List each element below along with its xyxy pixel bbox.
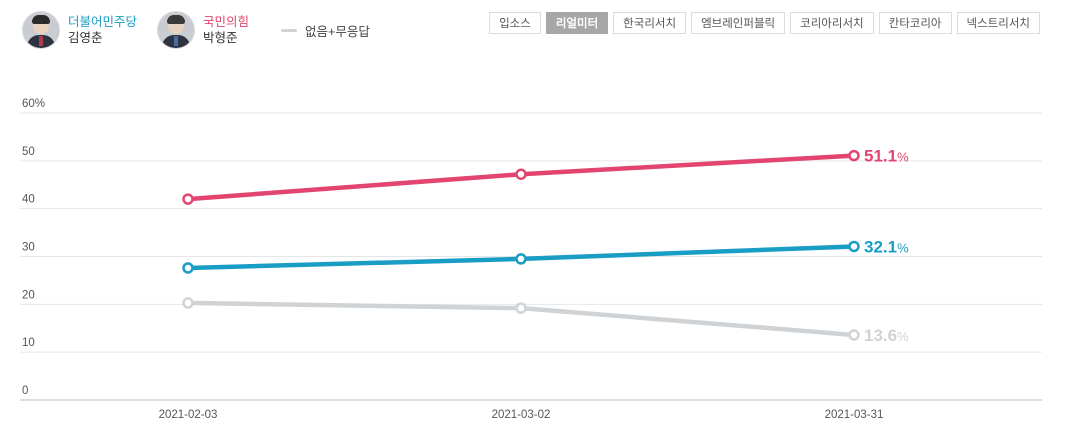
pollster-tab[interactable]: 칸타코리아 [878, 12, 952, 34]
end-value-label: 51.1% [864, 147, 909, 166]
end-value-label: 13.6% [864, 326, 909, 345]
data-point [515, 302, 527, 314]
pollster-tab[interactable]: 한국리서치 [613, 12, 687, 34]
y-tick-label: 0 [22, 385, 28, 397]
end-value-label: 32.1% [864, 237, 909, 256]
pollster-tab[interactable]: 넥스트리서치 [956, 12, 1040, 34]
pollster-tab[interactable]: 입소스 [489, 12, 541, 34]
candidate-name: 박형준 [203, 31, 238, 45]
data-point [182, 297, 194, 309]
data-point [848, 329, 860, 341]
y-tick-label: 20 [22, 289, 35, 301]
pollster-tab-active[interactable]: 리얼미터 [545, 12, 609, 34]
data-point [515, 168, 527, 180]
data-point [182, 262, 194, 274]
legend-candidate-kim[interactable]: 더불어민주당 김영춘 [22, 11, 137, 49]
y-tick-label: 50 [22, 146, 35, 158]
legend-line-swatch [281, 28, 298, 32]
data-point [848, 240, 860, 253]
party-label: 더불어민주당 [68, 15, 138, 29]
y-tick-label: 30 [22, 242, 35, 254]
x-tick-label: 2021-02-03 [159, 409, 218, 421]
legend-other[interactable]: 없음+무응답 [281, 21, 370, 40]
y-tick-label: 10 [22, 337, 35, 349]
x-tick-label: 2021-03-31 [825, 409, 884, 421]
legend-candidate-park[interactable]: 국민의힘 박형준 [157, 11, 249, 49]
data-point [848, 149, 860, 162]
y-tick-label: 40 [22, 194, 35, 206]
data-point [182, 193, 194, 205]
candidate-photo-kim [22, 11, 60, 49]
data-point [515, 253, 527, 265]
candidate-photo-park [157, 11, 196, 49]
pollster-tab[interactable]: 엠브레인퍼블릭 [691, 12, 786, 34]
legend: 더불어민주당 김영춘 국민의힘 박형준 없음+무응답 [22, 10, 370, 50]
pollster-tab[interactable]: 코리아리서치 [790, 12, 874, 34]
x-tick-label: 2021-03-02 [492, 409, 551, 421]
pollster-selector: 입소스 리얼미터 한국리서치 엠브레인퍼블릭 코리아리서치 칸타코리아 넥스트리… [484, 12, 1040, 34]
legend-other-label: 없음+무응답 [305, 24, 370, 39]
candidate-name: 김영춘 [68, 31, 103, 45]
party-label: 국민의힘 [203, 15, 250, 29]
y-tick-label: 60% [22, 98, 45, 110]
